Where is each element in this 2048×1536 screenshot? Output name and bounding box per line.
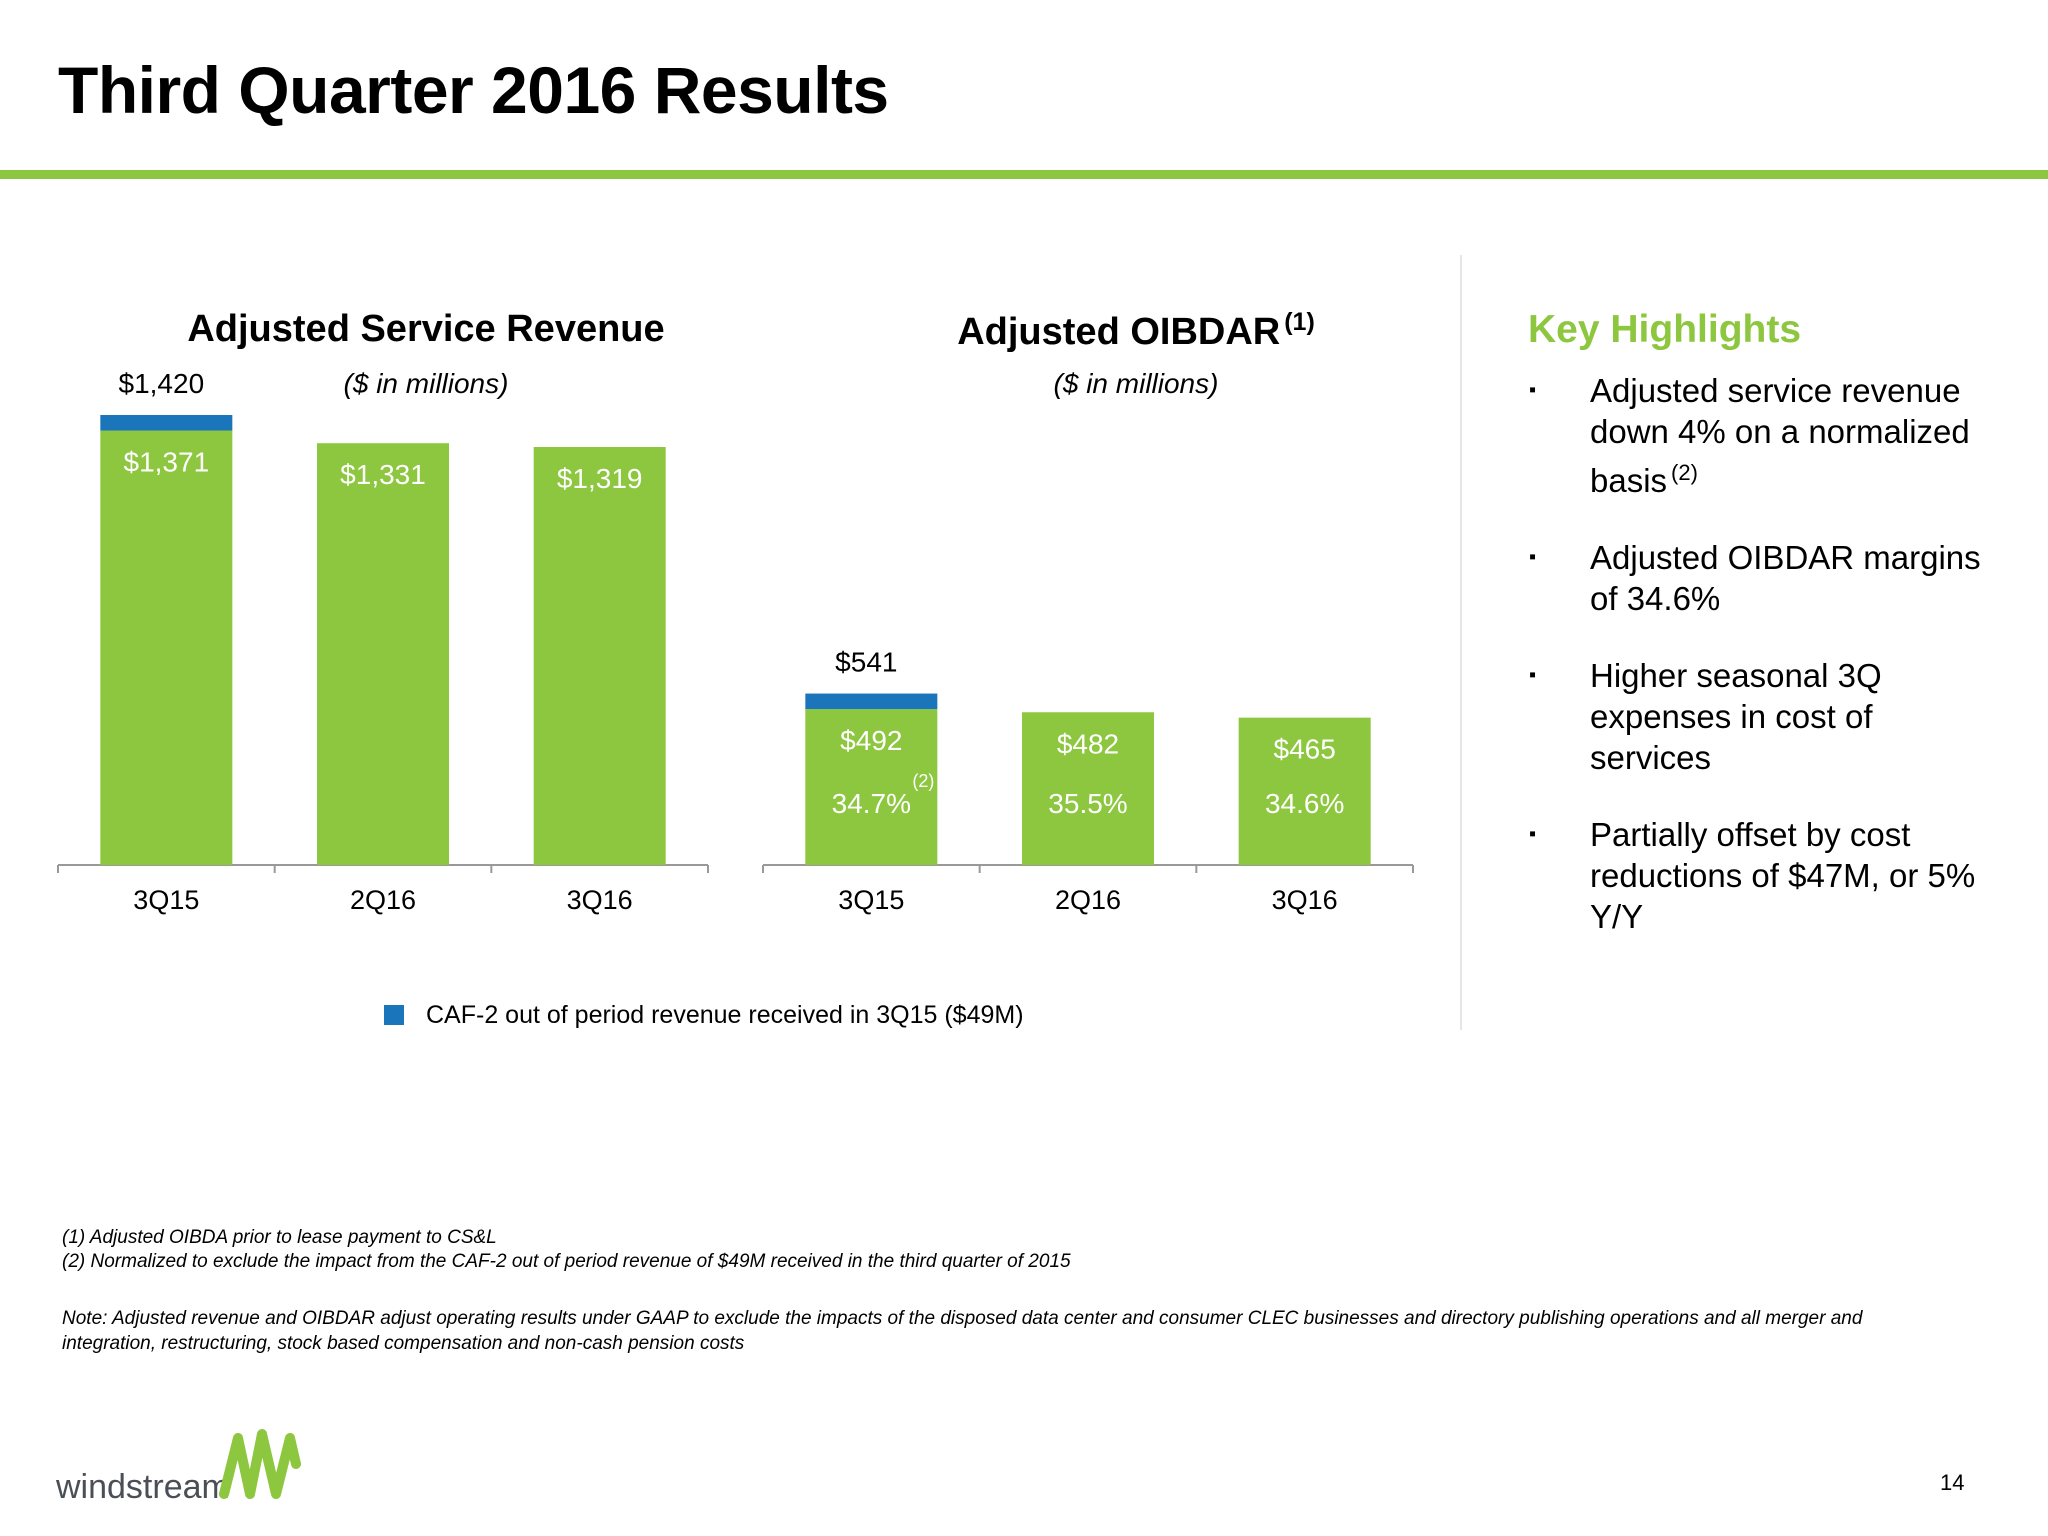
- highlight-item: ▪ Adjusted service revenue down 4% on a n…: [1528, 370, 1998, 501]
- key-highlights-title: Key Highlights: [1528, 308, 1802, 351]
- oibdar-chart-title: Adjusted OIBDAR (1): [860, 308, 1412, 354]
- category-label: 2Q16: [1055, 885, 1121, 915]
- bar-base-3q16: [533, 447, 666, 865]
- bar-caf2-3q15: [805, 693, 938, 710]
- category-label: 3Q16: [1272, 885, 1338, 915]
- bar-value-label: $1,371: [124, 447, 210, 478]
- bar-base-2q16: [1022, 712, 1154, 865]
- bar-base-3q15: [805, 709, 938, 865]
- logo-wave-icon: [219, 1429, 301, 1499]
- revenue-chart-title-text: Adjusted Service Revenue: [187, 308, 665, 350]
- category-label: 2Q16: [350, 885, 416, 915]
- bar-caf2-3q15: [100, 415, 233, 431]
- page-number: 14: [1940, 1470, 1965, 1495]
- oibdar-title-footnote-ref: (1): [1284, 308, 1315, 336]
- bar-value-label: $492: [840, 725, 902, 756]
- oibdar-chart: $492 $541 34.7%(2) 3Q15 $482 35.5% 2Q16 $465 34.…: [762, 647, 1414, 915]
- highlight-text: Higher seasonal 3Q expenses in cost of s…: [1590, 657, 1882, 776]
- bar-value-label: $1,319: [557, 463, 643, 494]
- bullet-icon: ▪: [1529, 379, 1537, 401]
- title-rule: [0, 170, 2048, 179]
- margin-label: 34.6%: [1265, 788, 1344, 819]
- category-label: 3Q15: [838, 885, 904, 915]
- highlight-item: ▪ Partially offset by cost reductions of …: [1528, 814, 1998, 937]
- highlight-text: Partially offset by cost reductions of $…: [1590, 816, 1976, 935]
- bar-base-3q15: [100, 430, 233, 865]
- legend-label: CAF-2 out of period revenue received in …: [426, 1000, 1024, 1029]
- oibdar-chart-title-text: Adjusted OIBDAR: [957, 311, 1281, 353]
- category-label: 3Q16: [567, 885, 633, 915]
- bar-value-label: $482: [1057, 728, 1119, 759]
- revenue-chart: $1,371 $1,420 3Q15 $1,331 2Q16 $1,319 3Q16: [57, 368, 709, 915]
- key-highlights-list: ▪ Adjusted service revenue down 4% on a n…: [1528, 370, 1998, 973]
- footnotes: (1) Adjusted OIBDA prior to lease paymen…: [62, 1226, 1071, 1274]
- margin-label: 35.5%: [1048, 788, 1127, 819]
- highlight-item: ▪ Higher seasonal 3Q expenses in cost of …: [1528, 655, 1998, 778]
- footnote-1: (1) Adjusted OIBDA prior to lease paymen…: [62, 1227, 497, 1248]
- bar-total-label: $541: [835, 647, 897, 678]
- gaap-note: Note: Adjusted revenue and OIBDAR adjust…: [62, 1308, 1863, 1354]
- logo-wordmark: windstream: [56, 1468, 230, 1506]
- highlight-text: Adjusted service revenue down 4% on a no…: [1590, 372, 1970, 499]
- bullet-icon: ▪: [1529, 546, 1537, 568]
- category-label: 3Q15: [133, 885, 199, 915]
- windstream-logo: windstream: [56, 1429, 301, 1506]
- margin-label: 34.7%: [832, 788, 911, 819]
- footnote-2: (2) Normalized to exclude the impact fro…: [62, 1251, 1071, 1272]
- bar-value-label: $465: [1274, 734, 1336, 765]
- slide-title: Third Quarter 2016 Results: [58, 53, 889, 127]
- chart-legend: CAF-2 out of period revenue received in …: [384, 1000, 1024, 1030]
- bullet-icon: ▪: [1529, 664, 1537, 686]
- oibdar-chart-subtitle: ($ in millions): [1053, 368, 1219, 399]
- revenue-chart-subtitle: ($ in millions): [343, 368, 509, 399]
- margin-footnote-ref: (2): [912, 771, 934, 791]
- highlight-footnote-ref: (2): [1671, 460, 1698, 485]
- bar-base-2q16: [317, 443, 449, 865]
- revenue-chart-title: Adjusted Service Revenue: [150, 308, 702, 351]
- section-divider: [1460, 255, 1462, 1030]
- bar-base-3q16: [1238, 717, 1371, 865]
- bar-total-label: $1,420: [119, 368, 205, 399]
- legend-swatch: [384, 1005, 404, 1025]
- bullet-icon: ▪: [1529, 823, 1537, 845]
- bar-value-label: $1,331: [340, 459, 426, 490]
- highlight-text: Adjusted OIBDAR margins of 34.6%: [1590, 539, 1981, 617]
- highlight-item: ▪ Adjusted OIBDAR margins of 34.6%: [1528, 537, 1998, 619]
